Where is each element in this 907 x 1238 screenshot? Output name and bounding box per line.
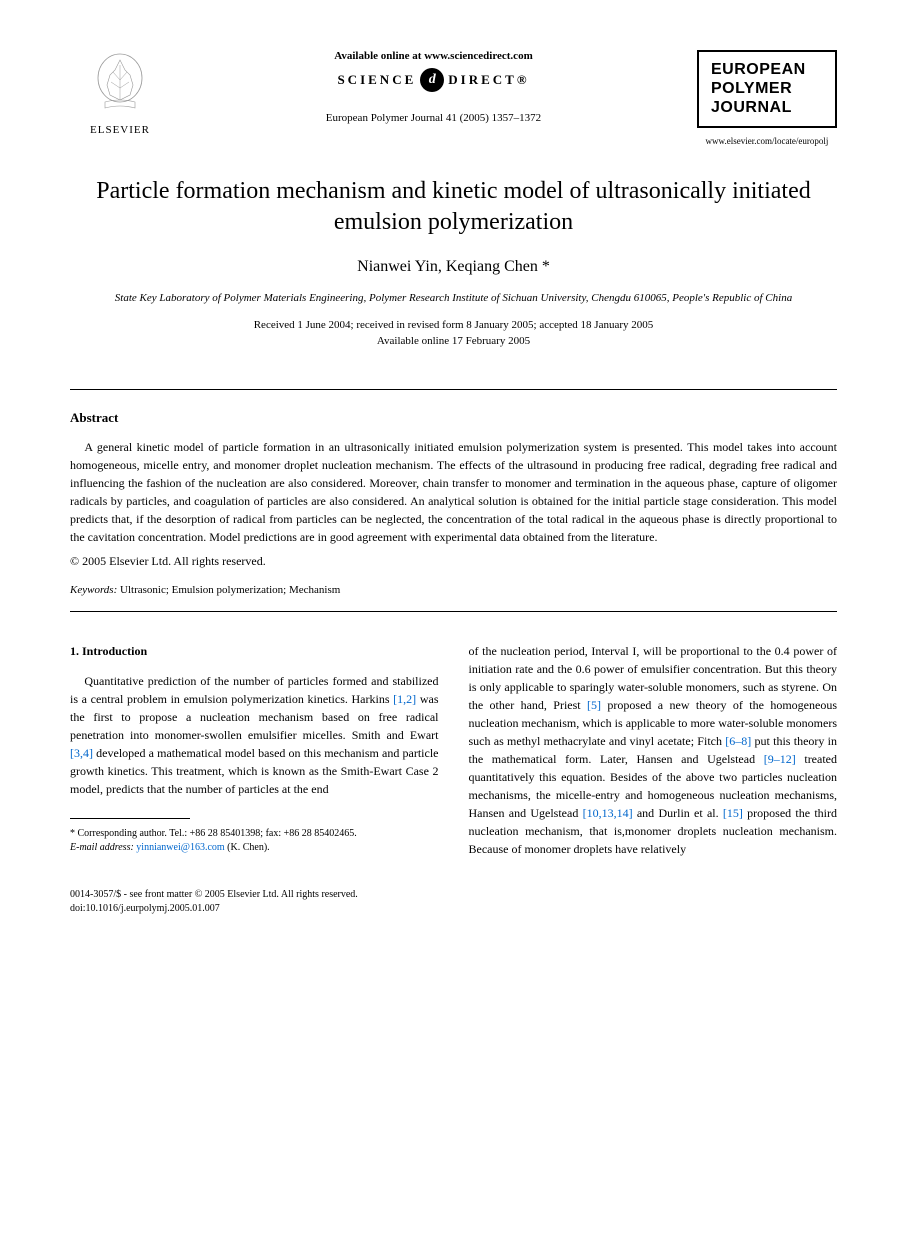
abstract-heading: Abstract: [70, 410, 837, 426]
journal-title-line2: POLYMER: [711, 79, 823, 98]
authors: Nianwei Yin, Keqiang Chen *: [70, 258, 837, 276]
column-right: of the nucleation period, Interval I, wi…: [469, 642, 838, 858]
intro-paragraph-left: Quantitative prediction of the number of…: [70, 672, 439, 798]
ref-link-3-4[interactable]: [3,4]: [70, 746, 93, 760]
journal-title-line3: JOURNAL: [711, 98, 823, 117]
article-dates: Received 1 June 2004; received in revise…: [70, 318, 837, 349]
email-footnote: E-mail address: yinnianwei@163.com (K. C…: [70, 841, 439, 855]
body-columns: 1. Introduction Quantitative prediction …: [70, 642, 837, 858]
ref-link-6-8[interactable]: [6–8]: [725, 734, 751, 748]
ref-link-9-12[interactable]: [9–12]: [764, 752, 796, 766]
column-left: 1. Introduction Quantitative prediction …: [70, 642, 439, 858]
abstract-body: A general kinetic model of particle form…: [70, 438, 837, 546]
sd-circle-icon: d: [420, 68, 444, 92]
footnote-divider: [70, 818, 190, 819]
journal-block: EUROPEAN POLYMER JOURNAL www.elsevier.co…: [697, 50, 837, 146]
citation-line: European Polymer Journal 41 (2005) 1357–…: [326, 112, 541, 124]
keywords-line: Keywords: Ultrasonic; Emulsion polymeriz…: [70, 584, 837, 612]
sd-text-right: DIRECT®: [448, 72, 529, 88]
journal-box: EUROPEAN POLYMER JOURNAL: [697, 50, 837, 128]
footer-doi: doi:10.1016/j.eurpolymj.2005.01.007: [70, 902, 837, 916]
copyright-line: © 2005 Elsevier Ltd. All rights reserved…: [70, 554, 837, 569]
keywords-text: Ultrasonic; Emulsion polymerization; Mec…: [117, 584, 340, 596]
header-row: ELSEVIER Available online at www.science…: [70, 50, 837, 146]
sciencedirect-logo: SCIENCE d DIRECT®: [337, 68, 529, 92]
dates-available: Available online 17 February 2005: [70, 334, 837, 349]
sd-text-left: SCIENCE: [337, 72, 416, 88]
email-link[interactable]: yinnianwei@163.com: [136, 842, 224, 853]
header-center: Available online at www.sciencedirect.co…: [170, 50, 697, 124]
affiliation: State Key Laboratory of Polymer Material…: [70, 291, 837, 306]
available-online-text: Available online at www.sciencedirect.co…: [334, 50, 532, 62]
divider-top: [70, 389, 837, 390]
ref-link-1-2[interactable]: [1,2]: [393, 692, 416, 706]
intro-paragraph-right: of the nucleation period, Interval I, wi…: [469, 642, 838, 858]
email-label: E-mail address:: [70, 842, 134, 853]
ref-link-10-13-14[interactable]: [10,13,14]: [583, 806, 633, 820]
publisher-block: ELSEVIER: [70, 50, 170, 136]
journal-title-line1: EUROPEAN: [711, 60, 823, 79]
elsevier-logo-icon: [85, 50, 155, 120]
introduction-heading: 1. Introduction: [70, 642, 439, 660]
page-footer: 0014-3057/$ - see front matter © 2005 El…: [70, 888, 837, 916]
publisher-name: ELSEVIER: [90, 124, 150, 136]
ref-link-15[interactable]: [15]: [723, 806, 743, 820]
corresponding-author-footnote: * Corresponding author. Tel.: +86 28 854…: [70, 827, 439, 841]
article-title: Particle formation mechanism and kinetic…: [70, 176, 837, 238]
dates-received: Received 1 June 2004; received in revise…: [70, 318, 837, 333]
footer-issn: 0014-3057/$ - see front matter © 2005 El…: [70, 888, 837, 902]
keywords-label: Keywords:: [70, 584, 117, 596]
email-suffix: (K. Chen).: [225, 842, 270, 853]
ref-link-5[interactable]: [5]: [587, 698, 601, 712]
journal-url: www.elsevier.com/locate/europolj: [697, 136, 837, 146]
